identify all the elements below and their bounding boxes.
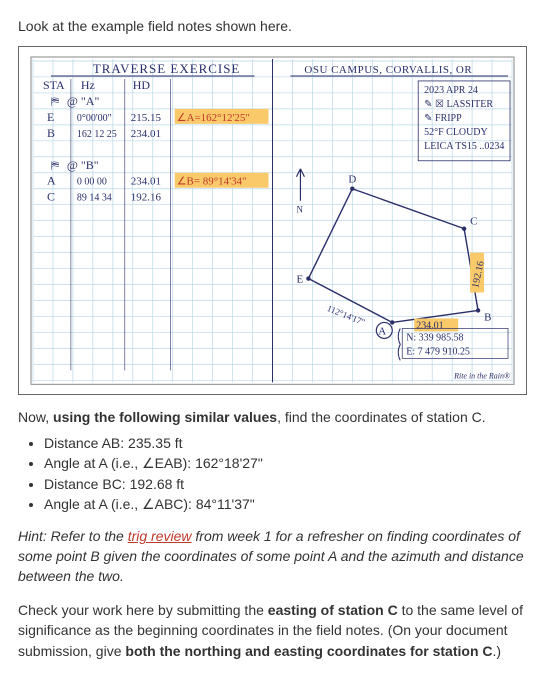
svg-text:234.01: 234.01: [131, 128, 161, 140]
list-item: Distance AB: 235.35 ft: [44, 435, 527, 451]
list-item: Distance BC: 192.68 ft: [44, 476, 527, 492]
svg-text:HD: HD: [133, 78, 151, 92]
svg-text:162 12 25: 162 12 25: [77, 129, 117, 140]
check-suffix: .): [493, 643, 502, 659]
prompt-bold: using the following similar values: [53, 409, 277, 425]
svg-text:0 00 00: 0 00 00: [77, 177, 107, 188]
svg-text:215.15: 215.15: [131, 112, 162, 124]
svg-text:∠B= 89°14'34": ∠B= 89°14'34": [177, 176, 247, 188]
hint-text: Hint: Refer to the trig review from week…: [18, 527, 527, 586]
svg-text:112°14'17": 112°14'17": [326, 303, 367, 327]
svg-text:N: 339 985.58: N: 339 985.58: [406, 332, 463, 343]
svg-text:B: B: [484, 311, 491, 323]
intro-text: Look at the example field notes shown he…: [18, 18, 527, 34]
svg-text:Rite in the Rain®: Rite in the Rain®: [453, 371, 510, 380]
svg-text:C: C: [470, 216, 477, 228]
svg-text:STA: STA: [43, 78, 65, 92]
check-bold-2: both the northing and easting coordinate…: [125, 643, 492, 659]
svg-text:E: E: [296, 274, 303, 286]
svg-text:B: B: [47, 126, 55, 140]
svg-text:@ "B": @ "B": [67, 158, 99, 172]
svg-text:A: A: [378, 325, 386, 337]
prompt-prefix: Now,: [18, 409, 53, 425]
svg-text:89 14 34: 89 14 34: [77, 193, 112, 204]
hint-prefix: Hint: Refer to the: [18, 528, 128, 544]
svg-text:D: D: [348, 174, 356, 186]
given-values-list: Distance AB: 235.35 ft Angle at A (i.e.,…: [44, 435, 527, 513]
svg-text:2023 APR 24: 2023 APR 24: [424, 85, 478, 96]
check-prefix: Check your work here by submitting the: [18, 602, 268, 618]
svg-text:Hz: Hz: [81, 78, 95, 92]
trig-review-link[interactable]: trig review: [128, 528, 192, 544]
check-bold-1: easting of station C: [268, 602, 398, 618]
svg-text:C: C: [47, 190, 55, 204]
list-item: Angle at A (i.e., ∠EAB): 162°18'27": [44, 455, 527, 472]
svg-text:∠A=162°12'25": ∠A=162°12'25": [177, 112, 250, 124]
field-notes-figure: TRAVERSE EXERCISE STA Hz HD ⛿ @ "A" E 0°00'00" 2…: [18, 46, 527, 395]
svg-text:234.01: 234.01: [131, 176, 161, 188]
svg-text:52°F CLOUDY: 52°F CLOUDY: [424, 127, 488, 138]
svg-text:0°00'00": 0°00'00": [77, 113, 112, 124]
svg-text:E: 7 479 910.25: E: 7 479 910.25: [406, 346, 470, 357]
svg-text:192.16: 192.16: [131, 192, 162, 204]
prompt-line: Now, using the following similar values,…: [18, 409, 527, 425]
check-work-text: Check your work here by submitting the e…: [18, 600, 527, 661]
svg-text:E: E: [47, 110, 54, 124]
svg-text:A: A: [47, 174, 56, 188]
svg-text:✎ ☒ LASSITER: ✎ ☒ LASSITER: [424, 99, 493, 110]
svg-text:N: N: [296, 205, 303, 215]
svg-text:✎ FRIPP: ✎ FRIPP: [424, 113, 462, 124]
prompt-suffix: , find the coordinates of station C.: [277, 409, 486, 425]
svg-text:LEICA TS15 ..0234: LEICA TS15 ..0234: [424, 141, 504, 152]
list-item: Angle at A (i.e., ∠ABC): 84°11'37": [44, 496, 527, 513]
svg-text:⛿: ⛿: [51, 160, 59, 172]
svg-text:TRAVERSE EXERCISE: TRAVERSE EXERCISE: [93, 61, 241, 76]
svg-text:@ "A": @ "A": [67, 94, 100, 108]
svg-text:⛿: ⛿: [51, 96, 59, 108]
svg-text:OSU CAMPUS, CORVALLIS, OR: OSU CAMPUS, CORVALLIS, OR: [304, 64, 472, 76]
svg-text:234.01: 234.01: [416, 320, 443, 331]
